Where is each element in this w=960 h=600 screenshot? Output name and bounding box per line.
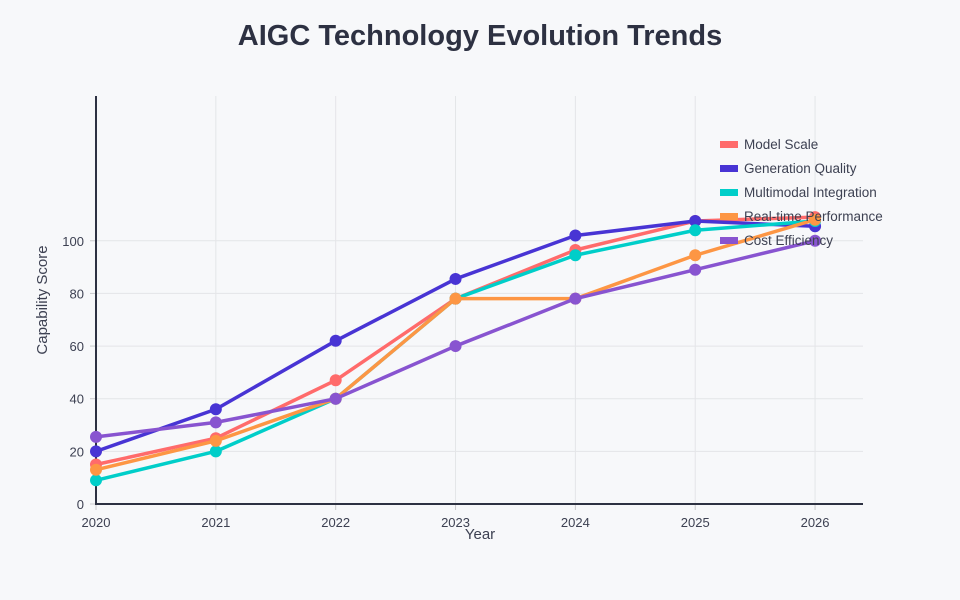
legend-label: Real-time Performance (744, 209, 883, 224)
data-point (329, 334, 342, 347)
x-tick-label: 2020 (82, 515, 111, 530)
legend-item: Real-time Performance (720, 209, 883, 224)
data-point (689, 224, 702, 237)
y-tick-label: 60 (70, 339, 84, 354)
data-point (449, 340, 462, 353)
y-tick-label: 100 (62, 234, 84, 249)
data-point (689, 263, 702, 276)
data-point (569, 249, 582, 262)
legend-swatch (720, 189, 738, 196)
chart-title: AIGC Technology Evolution Trends (237, 20, 723, 52)
x-axis-title: Year (465, 526, 495, 543)
y-tick-label: 40 (70, 392, 84, 407)
axes (90, 96, 863, 510)
data-point (209, 403, 222, 416)
data-point (689, 215, 702, 228)
x-tick-label: 2021 (201, 515, 230, 530)
series-cost-efficiency (90, 234, 822, 443)
legend-label: Cost Efficiency (744, 233, 833, 248)
legend: Model Scale Generation Quality Multimodal … (720, 137, 883, 248)
data-point (329, 374, 342, 387)
data-point (329, 392, 342, 405)
data-point (569, 292, 582, 305)
y-axis-title: Capability Score (34, 245, 51, 354)
x-tick-label: 2022 (321, 515, 350, 530)
legend-label: Generation Quality (744, 161, 857, 176)
data-point (90, 463, 102, 476)
data-point (90, 474, 102, 487)
x-tick-label: 2026 (801, 515, 830, 530)
data-point (449, 272, 462, 285)
tick-labels: 2020 2021 2022 2023 2024 2025 2026 0 20 40 60 80 100 (62, 234, 829, 530)
y-tick-label: 0 (77, 497, 84, 512)
data-point (809, 213, 822, 226)
legend-item: Generation Quality (720, 161, 857, 176)
y-tick-label: 20 (70, 444, 84, 459)
x-tick-label: 2024 (561, 515, 590, 530)
data-point (209, 416, 222, 429)
data-point (90, 430, 102, 443)
grid-lines (95, 96, 863, 504)
data-point (90, 445, 102, 458)
legend-item: Model Scale (720, 137, 818, 152)
legend-swatch (720, 237, 738, 244)
data-point (209, 434, 222, 447)
x-tick-label: 2025 (681, 515, 710, 530)
legend-label: Multimodal Integration (744, 185, 877, 200)
x-tick-label: 2023 (441, 515, 470, 530)
legend-swatch (720, 213, 738, 220)
data-point (209, 445, 222, 458)
legend-item: Multimodal Integration (720, 185, 877, 200)
series-group (90, 211, 822, 487)
data-point (689, 249, 702, 262)
legend-swatch (720, 141, 738, 148)
data-point (809, 234, 822, 247)
data-point (569, 229, 582, 242)
legend-item: Cost Efficiency (720, 233, 833, 248)
legend-label: Model Scale (744, 137, 818, 152)
legend-swatch (720, 165, 738, 172)
data-point (449, 292, 462, 305)
y-tick-label: 80 (70, 286, 84, 301)
